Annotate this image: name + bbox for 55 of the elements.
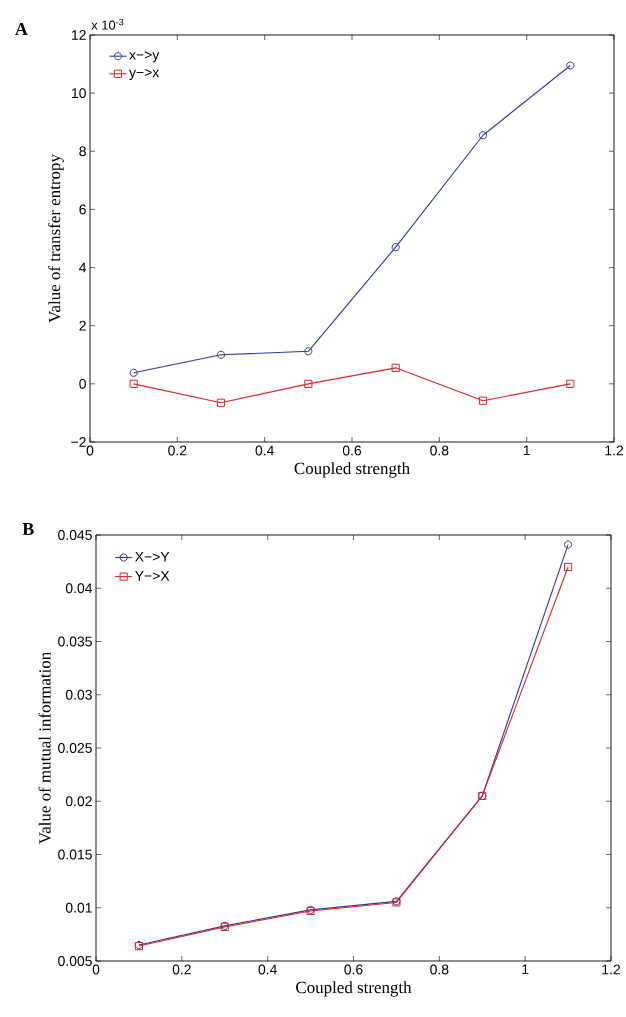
x-tick-label: 1 [523,445,530,456]
x-tick-label: 0.8 [430,445,449,456]
y-tick-label: 0.01 [65,902,92,913]
y-tick-label: 8 [79,146,86,157]
point [304,347,313,356]
y-tick-label: 10 [72,88,86,99]
y-tick-label: 6 [79,204,86,215]
x-axis-title: Coupled strength [296,981,412,997]
point [129,379,138,388]
x-tick-label: 1.2 [602,964,621,975]
y-tick-label: 4 [79,262,87,273]
legend-label: x−>y [129,51,160,63]
text: x 10$^{-3}$ [91,18,124,30]
x-tick-label: 0.2 [172,964,191,975]
y-tick-label: 2 [79,320,86,331]
point [391,363,400,372]
y-tick-label: 0.04 [65,583,93,594]
legend-label: y−>x [129,68,160,81]
x-tick-label: 0.6 [342,445,362,456]
point [566,61,575,70]
y-tick-label: 0.02 [65,796,92,807]
y-tick-label: 0.015 [58,849,92,860]
x-tick-label: 0.4 [255,445,274,456]
y-tick-label: 0 [79,378,86,389]
legend-label: X−>Y [135,551,170,562]
y-tick-label: 0.025 [58,743,92,753]
y-tick-label: 0.03 [65,689,92,700]
point [216,350,226,359]
y-tick-label: 0.035 [58,636,92,647]
x-tick-label: 0.6 [344,964,363,975]
y-tick-label: −2 [71,437,86,447]
y-axis-title: Value of transfer entropy [48,154,64,323]
chart-title: A [15,23,28,35]
x-tick-label: 0.2 [168,445,187,456]
point [566,379,575,388]
x-tick-label: 1 [522,964,529,975]
point [478,131,488,140]
x-tick-label: 0.4 [258,964,277,975]
point [216,398,226,407]
point [478,396,488,405]
point [564,540,573,549]
x-axis-title: Coupled strength [294,462,410,478]
chart-title: B [22,523,34,535]
point [129,368,138,377]
y-tick-label: 0.005 [58,956,92,966]
point [391,243,400,252]
y-tick-label: 12 [72,30,86,40]
x-tick-label: 1.2 [605,445,624,456]
point [304,379,313,388]
y-tick-label: 0.045 [58,530,92,540]
legend-label: Y−>X [135,571,170,581]
x-tick-label: 0.8 [430,964,449,975]
point [564,562,573,572]
x-tick-label: 0 [92,964,100,975]
y-axis-title: Value of mutual information [38,652,51,844]
